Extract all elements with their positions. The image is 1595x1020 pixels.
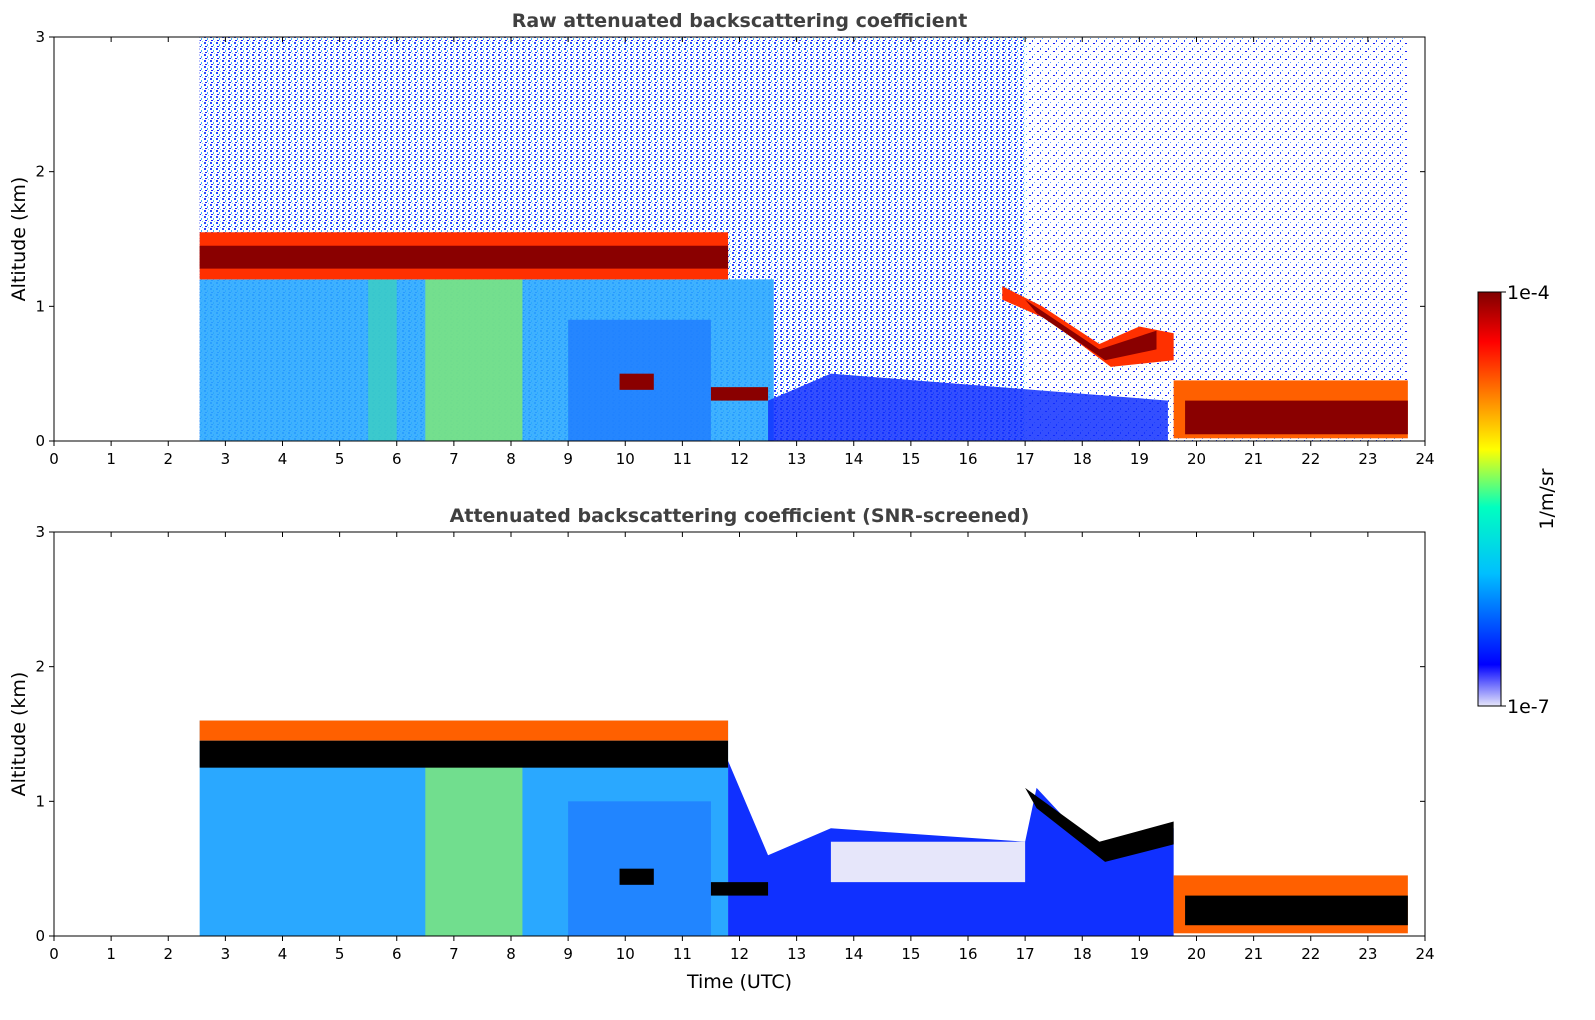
cloud-layer	[1025, 299, 1157, 361]
aerosol-layer	[768, 373, 1168, 441]
low-signal-region	[830, 841, 1026, 883]
x-tick-label: 5	[335, 450, 345, 468]
x-tick-label: 5	[335, 945, 345, 963]
x-tick-label: 18	[1073, 450, 1092, 468]
x-tick-label: 8	[506, 945, 516, 963]
saturated-fragment	[619, 868, 654, 885]
x-tick-label: 17	[1016, 450, 1035, 468]
y-axis-screened: 0 1 2 3	[35, 523, 1425, 945]
aerosol-layer	[568, 801, 711, 936]
x-tick-label: 2	[163, 945, 173, 963]
x-tick-label: 2	[163, 450, 173, 468]
x-tick-label: 22	[1301, 450, 1320, 468]
saturated-fragment	[710, 882, 769, 896]
x-tick-label: 8	[506, 450, 516, 468]
x-tick-label: 21	[1244, 450, 1263, 468]
x-tick-label: 19	[1130, 450, 1149, 468]
x-tick-label: 14	[844, 945, 863, 963]
heatmap-raw	[199, 37, 1408, 441]
x-axis-label: Time (UTC)	[686, 971, 792, 993]
x-tick-label: 11	[673, 450, 692, 468]
y-axis-label-screened: Altitude (km)	[8, 672, 30, 797]
x-tick-label: 3	[221, 450, 231, 468]
x-tick-label: 6	[392, 450, 402, 468]
aerosol-layer	[425, 279, 523, 441]
x-tick-label: 23	[1358, 450, 1377, 468]
saturated-layer	[1185, 895, 1408, 926]
colorbar-label: 1/m/sr	[1536, 468, 1558, 529]
x-tick-label: 13	[787, 450, 806, 468]
cloud-fragment	[619, 373, 654, 390]
x-tick-label: 0	[49, 450, 59, 468]
x-tick-label: 20	[1187, 945, 1206, 963]
x-tick-label: 0	[49, 945, 59, 963]
x-tick-label: 16	[958, 450, 977, 468]
x-tick-label: 7	[449, 945, 459, 963]
y-tick-label: 0	[35, 432, 45, 450]
aerosol-layer	[425, 760, 523, 936]
y-tick-label: 3	[35, 523, 45, 541]
y-tick-label: 1	[35, 792, 45, 810]
x-tick-label: 1	[106, 450, 116, 468]
x-tick-label: 12	[730, 450, 749, 468]
x-tick-label: 6	[392, 945, 402, 963]
colorbar-min-label: 1e-7	[1507, 696, 1550, 718]
x-tick-label: 1	[106, 945, 116, 963]
x-tick-label: 23	[1358, 945, 1377, 963]
x-tick-label: 24	[1415, 945, 1434, 963]
x-tick-label: 22	[1301, 945, 1320, 963]
noise-region	[1025, 37, 1408, 441]
x-tick-label: 17	[1016, 945, 1035, 963]
x-tick-label: 20	[1187, 450, 1206, 468]
heatmap-screened	[199, 720, 1408, 936]
x-tick-label: 15	[901, 450, 920, 468]
aerosol-layer	[368, 279, 397, 441]
x-tick-label: 10	[616, 945, 635, 963]
saturated-layer	[1025, 787, 1174, 862]
y-tick-label: 0	[35, 927, 45, 945]
x-tick-label: 11	[673, 945, 692, 963]
x-tick-label: 14	[844, 450, 863, 468]
saturated-layer	[199, 740, 729, 768]
y-tick-label: 2	[35, 658, 45, 676]
x-tick-label: 18	[1073, 945, 1092, 963]
panel-raw: Raw attenuated backscattering coefficien…	[8, 10, 1435, 468]
y-tick-label: 1	[35, 297, 45, 315]
cloud-layer	[1185, 400, 1408, 435]
x-tick-label: 9	[563, 945, 573, 963]
x-axis-raw: 0 1 2 3 4 5 6 7 8 9 10 11 12 13 14 15 16 17 18 19 20 21 22 23 24	[49, 37, 1435, 468]
x-tick-label: 15	[901, 945, 920, 963]
x-tick-label: 4	[278, 450, 288, 468]
colorbar-gradient	[1477, 291, 1502, 707]
x-tick-label: 13	[787, 945, 806, 963]
x-tick-label: 4	[278, 945, 288, 963]
y-axis-label-raw: Altitude (km)	[8, 177, 30, 302]
x-tick-label: 7	[449, 450, 459, 468]
x-tick-label: 21	[1244, 945, 1263, 963]
x-tick-label: 19	[1130, 945, 1149, 963]
y-tick-label: 3	[35, 28, 45, 46]
x-axis-screened: 0 1 2 3 4 5 6 7 8 9 10 11 12 13 14 15 16 17 18 19 20 21 22 23 24	[49, 532, 1435, 963]
x-tick-label: 24	[1415, 450, 1434, 468]
x-tick-label: 10	[616, 450, 635, 468]
chart-title-screened: Attenuated backscattering coefficient (S…	[450, 505, 1030, 527]
cloud-fragment	[710, 387, 769, 401]
x-tick-label: 3	[221, 945, 231, 963]
colorbar: 1e-4 1e-7 1/m/sr	[1477, 282, 1558, 718]
x-tick-label: 9	[563, 450, 573, 468]
cloud-layer	[199, 720, 729, 741]
cloud-layer	[199, 245, 729, 269]
chart-title-raw: Raw attenuated backscattering coefficien…	[512, 10, 968, 32]
panel-screened: Attenuated backscattering coefficient (S…	[8, 505, 1435, 993]
x-tick-label: 16	[958, 945, 977, 963]
x-tick-label: 12	[730, 945, 749, 963]
y-tick-label: 2	[35, 163, 45, 181]
colorbar-max-label: 1e-4	[1507, 282, 1550, 304]
y-axis-raw: 0 1 2 3	[35, 28, 1425, 450]
